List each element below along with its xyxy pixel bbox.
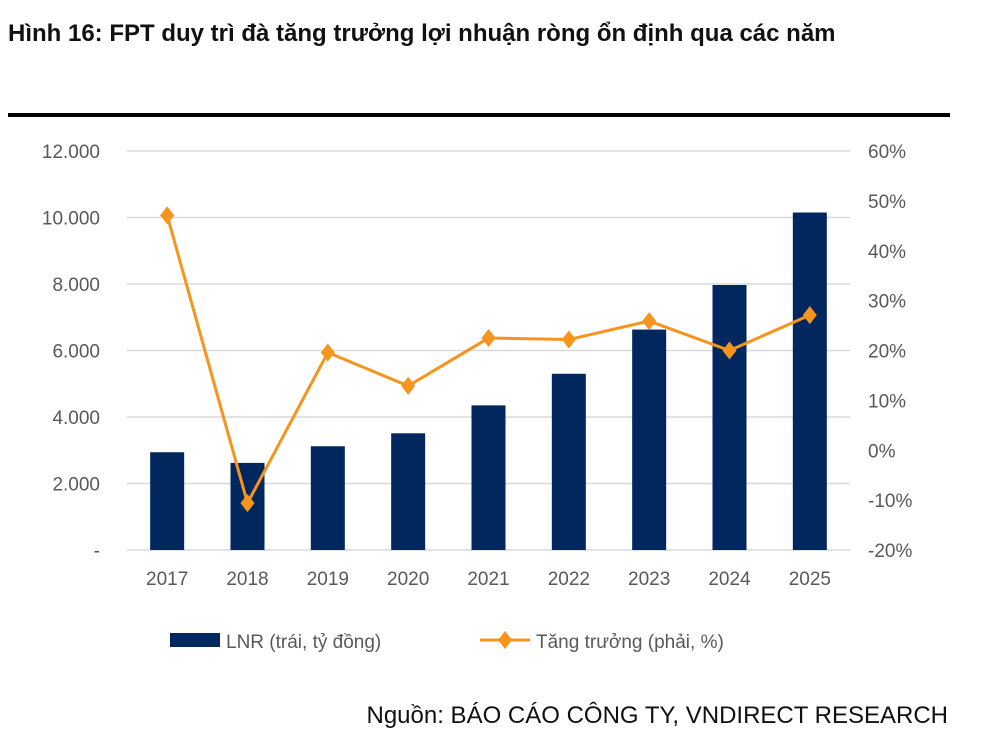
x-tick-label: 2020 — [387, 569, 429, 590]
x-tick-label: 2022 — [548, 569, 590, 590]
x-tick-label: 2025 — [789, 569, 831, 590]
bar-2021 — [471, 405, 506, 550]
left-tick-label: 6.000 — [52, 342, 100, 363]
x-tick-label: 2021 — [467, 569, 509, 590]
bar-2022 — [551, 373, 586, 550]
x-tick-label: 2017 — [146, 569, 188, 590]
left-tick-label: 8.000 — [52, 275, 100, 296]
x-tick-label: 2018 — [226, 569, 268, 590]
right-tick-label: -20% — [868, 541, 912, 562]
right-tick-label: 30% — [868, 292, 906, 313]
x-tick-label: 2023 — [628, 569, 670, 590]
legend-line-label: Tăng trưởng (phải, %) — [536, 632, 724, 653]
right-tick-label: 20% — [868, 342, 906, 363]
bar-2025 — [792, 212, 827, 550]
x-tick-label: 2019 — [307, 569, 349, 590]
right-tick-label: 60% — [868, 142, 906, 163]
right-tick-label: -10% — [868, 491, 912, 512]
growth-marker-2019 — [320, 343, 335, 362]
left-tick-label: 12.000 — [42, 142, 100, 163]
left-tick-label: 2.000 — [52, 475, 100, 496]
bar-2020 — [391, 433, 426, 550]
growth-marker-2021 — [481, 329, 496, 348]
right-tick-label: 10% — [868, 391, 906, 412]
left-tick-label: 10.000 — [42, 209, 100, 230]
legend-line-marker — [498, 631, 512, 649]
bar-2023 — [632, 329, 667, 550]
growth-marker-2020 — [401, 376, 416, 395]
left-tick-label: 4.000 — [52, 408, 100, 429]
right-tick-label: 0% — [868, 441, 896, 462]
growth-marker-2024 — [722, 341, 737, 360]
title-divider — [8, 113, 950, 117]
growth-marker-2018 — [240, 494, 255, 513]
source-note: Nguồn: BÁO CÁO CÔNG TY, VNDIRECT RESEARC… — [366, 702, 949, 729]
growth-marker-2023 — [642, 312, 657, 331]
bar-2019 — [310, 446, 345, 550]
right-tick-label: 40% — [868, 242, 906, 263]
chart: - 2.000 4.000 6.000 8.000 10.000 12.000 -20% -10… — [42, 142, 913, 653]
legend-bar-swatch — [170, 633, 220, 647]
growth-marker-2022 — [561, 330, 576, 349]
right-tick-label: 50% — [868, 192, 906, 213]
growth-marker-2017 — [160, 206, 175, 225]
bar-2017 — [150, 452, 185, 550]
figure-title: Hình 16: FPT duy trì đà tăng trưởng lợi … — [8, 20, 836, 47]
bar-2024 — [712, 284, 747, 550]
legend-bar-label: LNR (trái, tỷ đồng) — [226, 632, 381, 653]
growth-marker-2025 — [802, 306, 817, 325]
x-tick-label: 2024 — [708, 569, 751, 590]
left-tick-label: - — [94, 541, 100, 562]
